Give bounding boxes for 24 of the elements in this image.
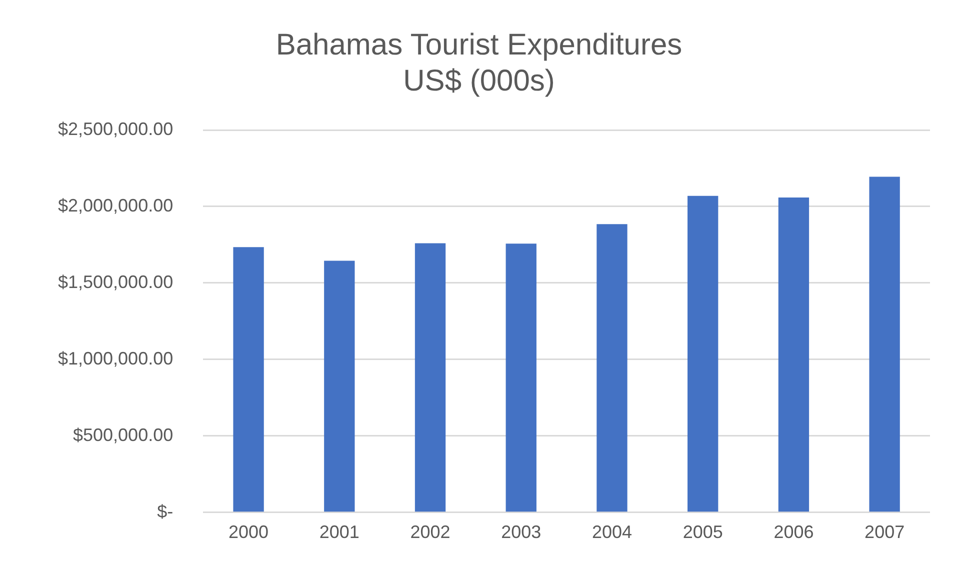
- x-tick-label: 2003: [501, 522, 542, 542]
- x-tick-label: 2005: [682, 522, 723, 542]
- bar: [506, 244, 536, 512]
- x-tick-label: 2007: [864, 522, 905, 542]
- x-tick-label: 2006: [774, 522, 814, 542]
- bar: [414, 243, 446, 512]
- bar: [778, 197, 810, 512]
- x-tick-label: 2000: [228, 522, 269, 542]
- x-tick-label: 2001: [319, 522, 360, 542]
- y-tick-label: $2,500,000.00: [58, 118, 174, 139]
- y-tick-label: $2,000,000.00: [58, 195, 174, 216]
- y-tick-label: $-: [157, 501, 174, 522]
- y-tick-label: $500,000.00: [73, 424, 174, 445]
- bar: [233, 247, 264, 512]
- y-tick-label: $1,000,000.00: [58, 348, 174, 368]
- y-tick-label: $1,500,000.00: [58, 272, 174, 292]
- x-tick-label: 2002: [410, 522, 450, 542]
- bar: [869, 176, 900, 512]
- x-tick-label: 2004: [592, 522, 632, 542]
- bar: [596, 224, 628, 512]
- bar: [324, 260, 355, 512]
- text: Bahamas Tourist Expenditures: [276, 28, 682, 62]
- bar: [688, 196, 718, 512]
- text: US$ (000s): [403, 64, 555, 98]
